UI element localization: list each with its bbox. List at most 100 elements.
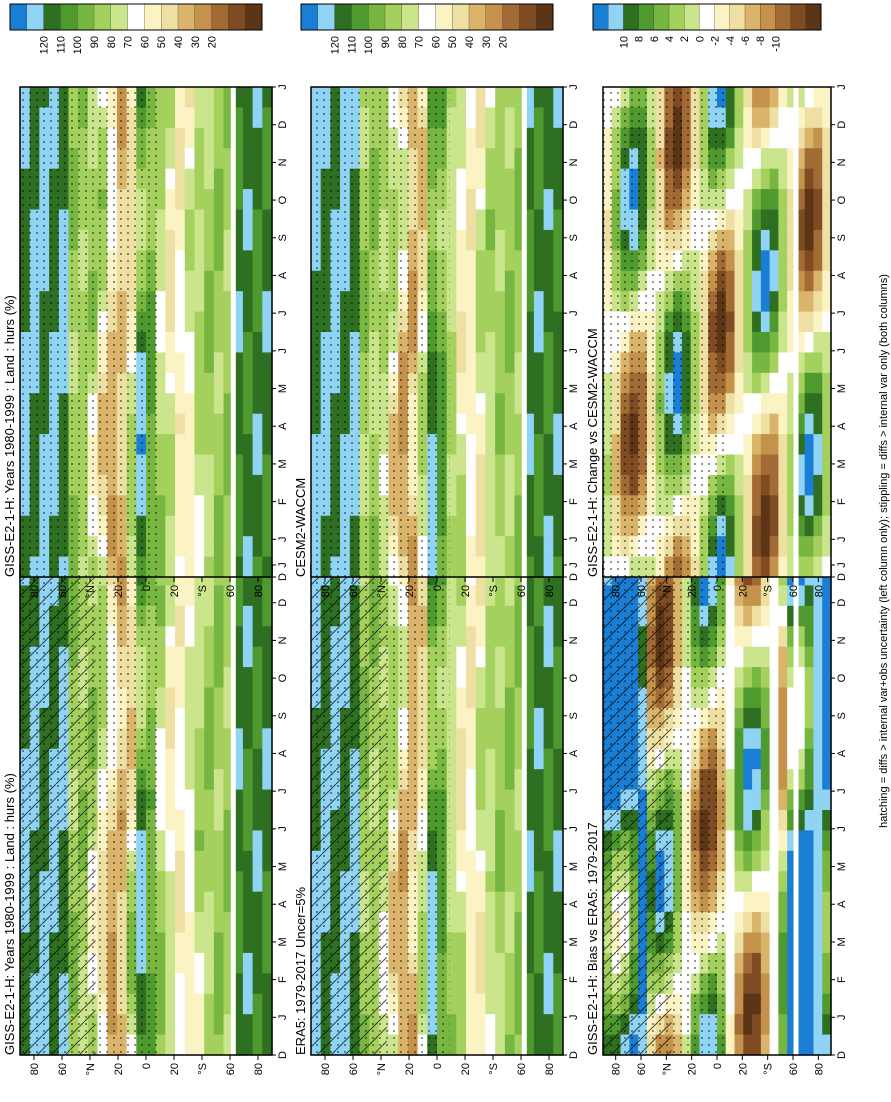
heat-cell [760, 148, 771, 170]
heat-cell [456, 626, 467, 648]
heat-cell [725, 850, 736, 872]
heat-cell [475, 707, 487, 729]
heat-cell [456, 454, 467, 476]
heat-cell [524, 667, 535, 689]
month-tick-label: S [277, 234, 289, 241]
colorbar-label: 4 [664, 36, 676, 42]
heat-cell [175, 168, 186, 190]
heat-cell [787, 952, 797, 974]
heat-cell [795, 728, 806, 750]
lat-tick-label-group: 80 [29, 1063, 41, 1075]
heat-cell [184, 168, 196, 190]
heat-cell [752, 332, 762, 354]
heat-cell [734, 556, 744, 578]
colorbar-swatch [43, 3, 61, 31]
colorbar-label-group: 80 [397, 36, 409, 48]
heat-cell [778, 912, 788, 934]
lat-tick-label-group: 60 [348, 1063, 360, 1075]
lat-tick-label: °S [763, 585, 775, 597]
heat-cell [743, 372, 753, 394]
heat-cell [514, 646, 525, 668]
heat-cell [504, 413, 516, 435]
heat-cell [175, 871, 186, 893]
heat-cell [485, 769, 496, 791]
heat-cell [734, 585, 744, 607]
heat-cell [752, 891, 762, 913]
heat-cell [233, 1034, 244, 1056]
heat-cell [475, 332, 487, 354]
heat-cell [485, 728, 496, 750]
colorbar-swatch [384, 3, 403, 31]
heat-cell [466, 209, 477, 231]
heat-cell [184, 107, 196, 129]
heat-cell [184, 495, 196, 517]
heat-cell [553, 646, 564, 668]
colorbar-swatch [77, 3, 95, 31]
heat-cell [760, 189, 771, 211]
heat-cell [223, 107, 234, 129]
heat-cell [734, 789, 744, 811]
heat-cell [760, 850, 771, 872]
heat-cell [514, 229, 525, 251]
lat-tick-label: 20 [169, 1063, 181, 1075]
heat-cell [813, 107, 823, 129]
heat-cell [769, 1014, 779, 1036]
heat-cell [194, 871, 205, 893]
heat-cell [533, 810, 545, 832]
heat-cell [155, 830, 166, 852]
heat-cell [725, 789, 736, 811]
heat-cell [223, 687, 234, 709]
heat-cell [778, 626, 788, 648]
month-tick-label: M [277, 384, 289, 393]
heat-cell [743, 291, 753, 313]
heat-cell [543, 270, 554, 292]
heat-cell [778, 291, 788, 313]
lat-tick-label-group: 80 [813, 585, 825, 597]
heat-cell [514, 626, 525, 648]
heat-cell [533, 891, 545, 913]
heat-cell [778, 667, 788, 689]
heat-cell [213, 585, 225, 607]
heat-cell [165, 912, 176, 934]
heat-cell [252, 250, 263, 272]
heat-cell [804, 434, 815, 456]
heat-cell [242, 434, 254, 456]
heat-cell [769, 413, 779, 435]
heat-cell [804, 393, 815, 415]
heat-cell [466, 667, 477, 689]
heat-cell [543, 830, 554, 852]
heat-cell [795, 127, 806, 149]
heat-cell [752, 1034, 762, 1056]
month-tick-label-group: J [836, 826, 848, 832]
heat-cell [778, 646, 788, 668]
heat-cell [252, 209, 263, 231]
heat-cell [524, 605, 535, 627]
heat-cell [466, 556, 477, 578]
heat-cell [223, 352, 234, 374]
lat-tick-label: 60 [516, 1063, 528, 1075]
month-tick-label-group: J [568, 562, 580, 568]
heat-cell [475, 372, 487, 394]
lat-tick-label-group: 20 [113, 1063, 125, 1075]
colorbar-swatch [435, 3, 453, 31]
month-tick-label-group: M [836, 862, 848, 871]
heat-cell [504, 728, 516, 750]
heat-cell [813, 871, 823, 893]
colorbar-label-group: 90 [89, 36, 101, 48]
heat-cell [795, 495, 806, 517]
heat-cell [725, 952, 736, 974]
heat-cell [543, 393, 554, 415]
month-tick-label-group: S [277, 712, 289, 719]
heat-cell [760, 168, 771, 190]
month-tick-label-group: J [568, 310, 580, 316]
heat-cell [787, 667, 797, 689]
heat-cell [204, 973, 215, 995]
heat-cell [743, 850, 753, 872]
month-tick-label-group: F [568, 976, 580, 983]
lat-tick-label-group: 0 [712, 1063, 724, 1069]
hatch-overlay [603, 565, 672, 1055]
month-tick-label: A [277, 749, 289, 757]
heat-cell [778, 1034, 788, 1056]
heat-cell [822, 748, 832, 770]
